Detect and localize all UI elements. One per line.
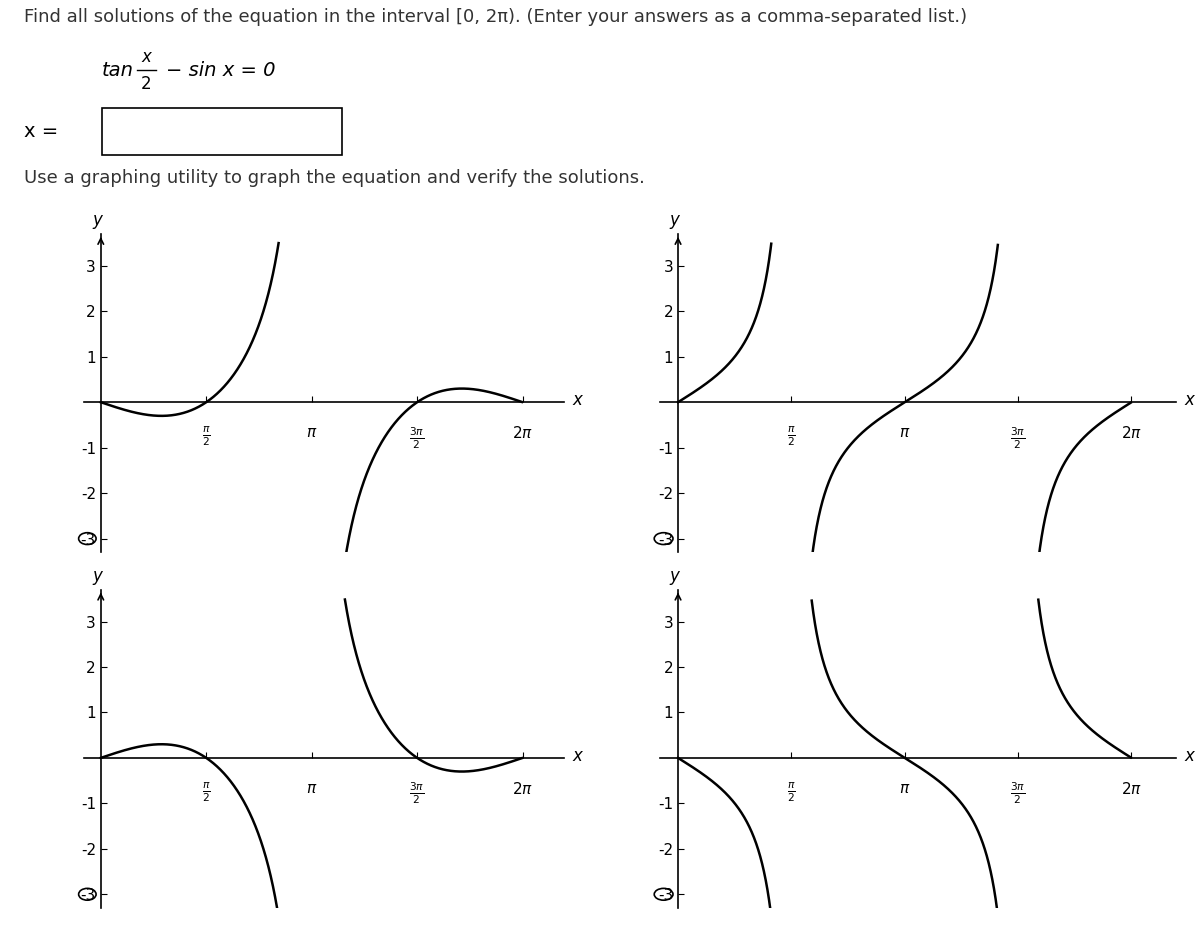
Text: x: x (572, 747, 582, 765)
Text: $\frac{3\pi}{2}$: $\frac{3\pi}{2}$ (1010, 425, 1026, 450)
Text: x: x (1184, 391, 1194, 409)
Text: Find all solutions of the equation in the interval [0, 2π). (Enter your answers : Find all solutions of the equation in th… (24, 8, 967, 26)
Text: x: x (142, 49, 151, 66)
Text: y: y (92, 567, 102, 585)
Text: $\frac{3\pi}{2}$: $\frac{3\pi}{2}$ (409, 425, 425, 450)
Text: x =: x = (24, 122, 59, 141)
Text: $\frac{3\pi}{2}$: $\frac{3\pi}{2}$ (1010, 781, 1026, 806)
Text: $\frac{\pi}{2}$: $\frac{\pi}{2}$ (787, 781, 796, 804)
Text: $\frac{3\pi}{2}$: $\frac{3\pi}{2}$ (409, 781, 425, 806)
Text: $\pi$: $\pi$ (899, 781, 911, 796)
Text: Use a graphing utility to graph the equation and verify the solutions.: Use a graphing utility to graph the equa… (24, 168, 644, 187)
Text: y: y (92, 212, 102, 229)
Text: x: x (572, 391, 582, 409)
Text: $\pi$: $\pi$ (899, 425, 911, 440)
Text: y: y (670, 567, 679, 585)
Text: $\pi$: $\pi$ (306, 425, 317, 440)
Text: 2: 2 (142, 75, 151, 94)
Text: $\pi$: $\pi$ (306, 781, 317, 796)
Text: x: x (1184, 747, 1194, 765)
Text: tan: tan (102, 61, 134, 80)
Text: y: y (670, 212, 679, 229)
Text: $2\pi$: $2\pi$ (1121, 425, 1142, 441)
Text: $\frac{\pi}{2}$: $\frac{\pi}{2}$ (202, 425, 211, 448)
Text: $\frac{\pi}{2}$: $\frac{\pi}{2}$ (202, 781, 211, 804)
Text: − sin x = 0: − sin x = 0 (166, 61, 275, 80)
Text: $2\pi$: $2\pi$ (1121, 781, 1142, 797)
Text: $2\pi$: $2\pi$ (512, 425, 533, 441)
FancyBboxPatch shape (102, 108, 342, 155)
Text: $\frac{\pi}{2}$: $\frac{\pi}{2}$ (787, 425, 796, 448)
Text: $2\pi$: $2\pi$ (512, 781, 533, 797)
